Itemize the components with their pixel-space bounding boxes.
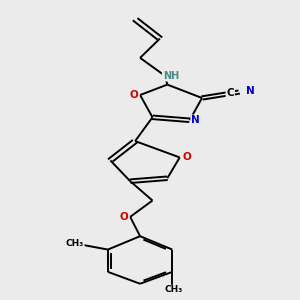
Text: NH: NH xyxy=(163,71,179,81)
Text: O: O xyxy=(120,212,129,222)
Text: N: N xyxy=(191,115,200,125)
Text: N: N xyxy=(246,85,254,96)
Text: O: O xyxy=(183,152,191,162)
Text: CH₃: CH₃ xyxy=(164,286,182,295)
Text: CH₃: CH₃ xyxy=(66,239,84,248)
Text: O: O xyxy=(130,90,139,100)
Text: C: C xyxy=(226,88,234,98)
